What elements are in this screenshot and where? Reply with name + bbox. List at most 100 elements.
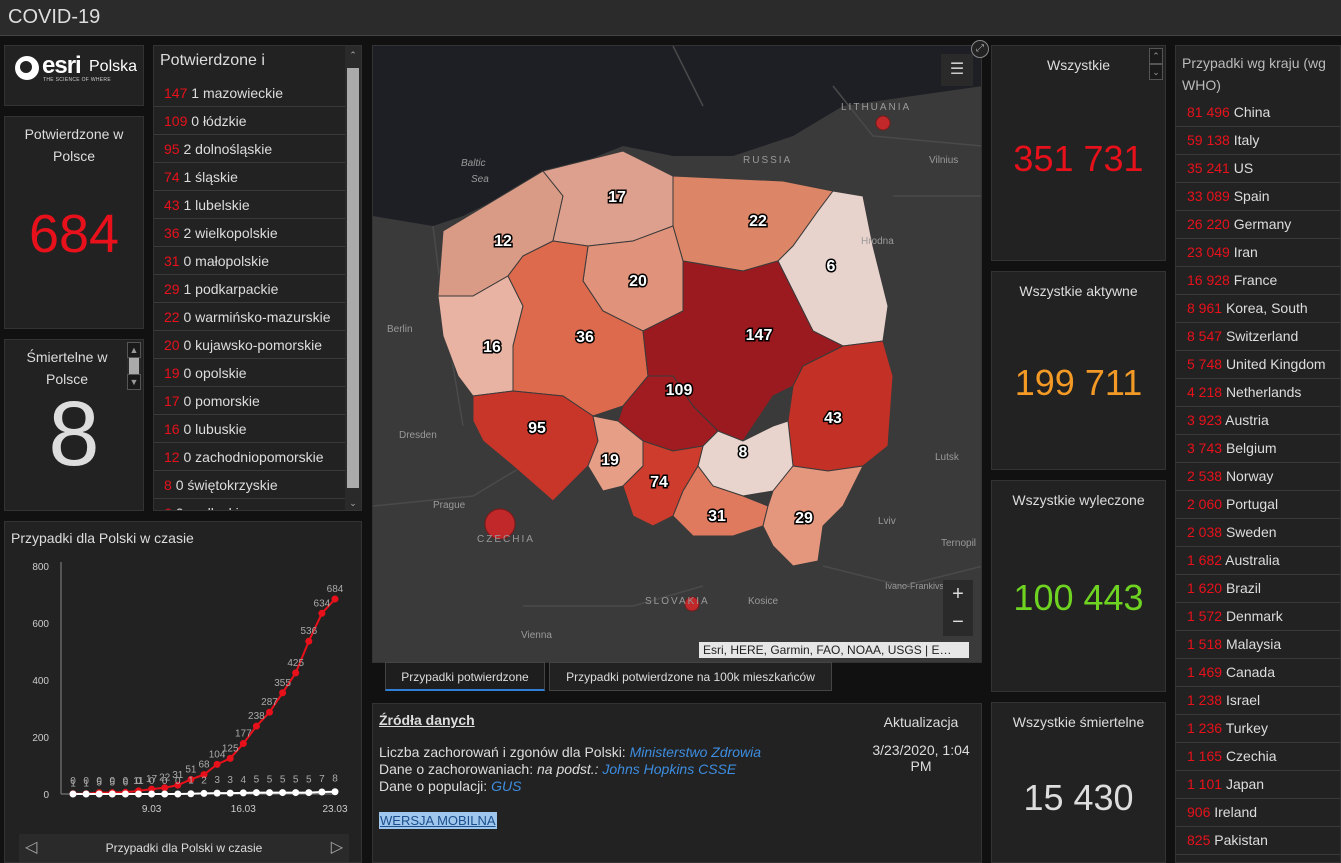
scroll-up-icon[interactable]: ▲: [127, 342, 141, 358]
country-list-item[interactable]: 3 743 Belgium: [1176, 435, 1340, 463]
country-list-item[interactable]: 2 060 Portugal: [1176, 491, 1340, 519]
country-list-item[interactable]: 23 049 Iran: [1176, 239, 1340, 267]
scroll-down-icon[interactable]: ▼: [127, 374, 141, 390]
region-list-item[interactable]: 19 0 opolskie: [154, 359, 346, 387]
region-list-item[interactable]: 31 0 małopolskie: [154, 247, 346, 275]
tab-confirmed-per-100k[interactable]: Przypadki potwierdzone na 100k mieszkańc…: [549, 662, 832, 691]
country-count: 1 469: [1187, 664, 1223, 680]
country-list-item[interactable]: 1 165 Czechia: [1176, 743, 1340, 771]
country-list-item[interactable]: 8 547 Switzerland: [1176, 323, 1340, 351]
region-list-item[interactable]: 43 1 lubelskie: [154, 191, 346, 219]
country-name: Czechia: [1225, 748, 1277, 764]
country-list-item[interactable]: 1 620 Brazil: [1176, 575, 1340, 603]
country-list-item[interactable]: 5 748 United Kingdom: [1176, 351, 1340, 379]
map-canvas[interactable]: LITHUANIA Baltic Sea RUSSIA Vilnius Hrod…: [373, 46, 982, 663]
regions-scrollbar[interactable]: ⌃ ⌄: [345, 46, 361, 510]
country-list-item[interactable]: 1 572 Denmark: [1176, 603, 1340, 631]
total-active-panel: Wszystkie aktywne 199 711: [991, 271, 1166, 470]
map-view[interactable]: LITHUANIA Baltic Sea RUSSIA Vilnius Hrod…: [372, 45, 982, 663]
chart-point: [252, 789, 260, 797]
country-list-item[interactable]: 825 Pakistan: [1176, 827, 1340, 855]
region-list-item[interactable]: 95 2 dolnośląskie: [154, 135, 346, 163]
scroll-thumb[interactable]: [129, 358, 139, 374]
source-link-jhu[interactable]: Johns Hopkins CSSE: [602, 761, 737, 777]
country-list-item[interactable]: 1 101 Japan: [1176, 771, 1340, 799]
country-list-item[interactable]: 4 218 Netherlands: [1176, 379, 1340, 407]
map-label: Kosice: [748, 596, 778, 607]
zoom-out-button[interactable]: −: [952, 611, 964, 633]
region-name: małopolskie: [195, 253, 270, 269]
region-list-item[interactable]: 20 0 kujawsko-pomorskie: [154, 331, 346, 359]
country-list-item[interactable]: 1 238 Israel: [1176, 687, 1340, 715]
country-list-item[interactable]: 2 038 Sweden: [1176, 519, 1340, 547]
region-list-item[interactable]: 147 1 mazowieckie: [154, 79, 346, 107]
country-list-item[interactable]: 1 236 Turkey: [1176, 715, 1340, 743]
region-value-label: 19: [601, 452, 619, 469]
mobile-version-link[interactable]: WERSJA MOBILNA: [379, 812, 497, 829]
chart-point: [121, 790, 129, 798]
country-list-item[interactable]: 906 Ireland: [1176, 799, 1340, 827]
region-value-label: 29: [795, 510, 813, 527]
zoom-control[interactable]: + −: [943, 580, 973, 636]
total-all-panel: Wszystkie 351 731 ⌃ ⌄: [991, 45, 1166, 261]
country-list-item[interactable]: 16 928 France: [1176, 267, 1340, 295]
chevron-right-icon[interactable]: ▷: [330, 839, 343, 856]
scroll-thumb[interactable]: [347, 68, 359, 488]
country-list-item[interactable]: 35 241 US: [1176, 155, 1340, 183]
region-confirmed: 17: [164, 393, 180, 409]
region-list-item[interactable]: 6 0 podlaskie: [154, 499, 346, 510]
region-list-item[interactable]: 16 0 lubuskie: [154, 415, 346, 443]
region-deaths: 0: [183, 421, 192, 437]
chart-data-label: 5: [280, 775, 286, 786]
scroll-up-icon[interactable]: ⌃: [349, 50, 357, 60]
fullscreen-icon[interactable]: ⤢: [971, 40, 989, 58]
region-list-item[interactable]: 17 0 pomorskie: [154, 387, 346, 415]
country-count: 1 518: [1187, 636, 1223, 652]
totals-scrollbar[interactable]: ⌃ ⌄: [1149, 48, 1163, 80]
country-list-item[interactable]: 33 089 Spain: [1176, 183, 1340, 211]
tab-confirmed[interactable]: Przypadki potwierdzone: [385, 662, 545, 691]
source-link-gus[interactable]: GUS: [491, 778, 522, 794]
map-label: Prague: [433, 500, 466, 511]
deaths-scrollbar[interactable]: ▲ ▼: [127, 342, 141, 390]
country-list-item[interactable]: 3 923 Austria: [1176, 407, 1340, 435]
chevron-left-icon[interactable]: ◁: [25, 839, 38, 856]
country-list-item[interactable]: 1 469 Canada: [1176, 659, 1340, 687]
country-list-item[interactable]: 1 518 Malaysia: [1176, 631, 1340, 659]
chart-data-label: 287: [261, 697, 278, 708]
country-list-item[interactable]: 8 961 Korea, South: [1176, 295, 1340, 323]
region-name: wielkopolskie: [195, 225, 278, 241]
esri-logo[interactable]: esri Polska THE SCIENCE OF WHERE: [4, 45, 144, 106]
region-list-item[interactable]: 12 0 zachodniopomorskie: [154, 443, 346, 471]
chart-point: [108, 790, 116, 798]
zoom-in-button[interactable]: +: [952, 583, 964, 605]
region-list-item[interactable]: 74 1 śląskie: [154, 163, 346, 191]
scroll-down-icon[interactable]: ⌄: [1149, 64, 1163, 80]
chart-point: [292, 789, 300, 797]
scroll-up-icon[interactable]: ⌃: [1149, 48, 1163, 64]
legend-list-icon[interactable]: ☰: [941, 54, 973, 86]
region-list-item[interactable]: 29 1 podkarpackie: [154, 275, 346, 303]
country-list-item[interactable]: 59 138 Italy: [1176, 127, 1340, 155]
region-deaths: 1: [183, 169, 192, 185]
scroll-down-icon[interactable]: ⌄: [349, 498, 357, 508]
country-list-item[interactable]: 2 538 Norway: [1176, 463, 1340, 491]
source-label: Liczba zachorowań i zgonów dla Polski:: [379, 744, 630, 760]
country-name: Belgium: [1225, 440, 1277, 456]
country-list-item[interactable]: 26 220 Germany: [1176, 211, 1340, 239]
map-attribution[interactable]: Esri, HERE, Garmin, FAO, NOAA, USGS | E…: [699, 642, 969, 658]
region-list-item[interactable]: 109 0 łódzkie: [154, 107, 346, 135]
chart-point: [187, 790, 195, 798]
country-name: Switzerland: [1225, 328, 1299, 344]
chart-data-label: 7: [319, 774, 325, 785]
source-link-mz[interactable]: Ministerstwo Zdrowia: [629, 744, 762, 760]
region-list-item[interactable]: 22 0 warmińsko-mazurskie: [154, 303, 346, 331]
region-list-item[interactable]: 36 2 wielkopolskie: [154, 219, 346, 247]
chart-point: [239, 789, 247, 797]
country-list-item[interactable]: 81 496 China: [1176, 99, 1340, 127]
chart-data-label: 11: [133, 776, 144, 787]
country-list-item[interactable]: 1 682 Australia: [1176, 547, 1340, 575]
region-confirmed: 74: [164, 169, 180, 185]
chart-data-label: 425: [287, 658, 304, 669]
region-list-item[interactable]: 8 0 świętokrzyskie: [154, 471, 346, 499]
